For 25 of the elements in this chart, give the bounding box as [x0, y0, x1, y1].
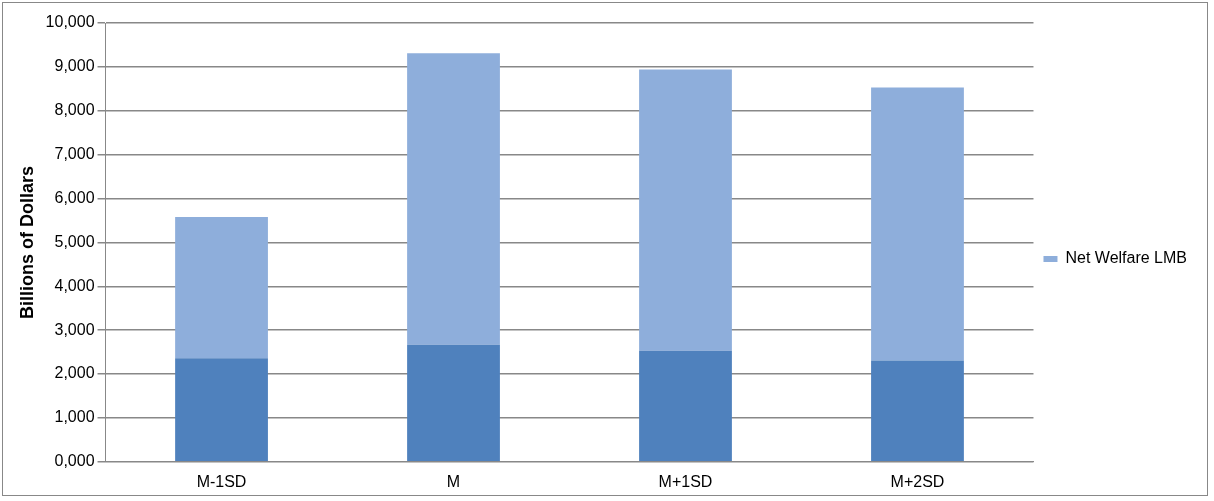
y-tick-label: 7,000	[54, 145, 95, 163]
y-axis-title: Billions of Dollars	[16, 165, 37, 319]
y-tick-label: 2,000	[54, 364, 95, 382]
legend-label: Net Welfare LMB	[1065, 249, 1188, 267]
y-tick-label: 0,000	[54, 452, 95, 470]
bar	[407, 344, 500, 462]
y-tick-label: 5,000	[54, 232, 95, 250]
bar	[407, 53, 500, 345]
y-tick-label: 10,000	[45, 13, 95, 31]
bar	[175, 358, 268, 462]
y-tick-label: 3,000	[54, 320, 95, 338]
y-tick-label: 6,000	[54, 188, 95, 206]
bar	[639, 350, 732, 462]
x-tick-label: M	[446, 472, 461, 490]
bar	[639, 69, 732, 351]
bar	[871, 87, 964, 361]
x-tick-label: M+2SD	[890, 472, 945, 490]
x-tick-label: M-1SD	[196, 472, 247, 490]
y-tick-label: 4,000	[54, 276, 95, 294]
y-tick-label: 1,000	[54, 408, 95, 426]
y-tick-label: 9,000	[54, 57, 95, 75]
bar	[175, 216, 268, 359]
x-tick-label: M+1SD	[658, 472, 713, 490]
y-tick-label: 8,000	[54, 101, 95, 119]
bar	[871, 360, 964, 462]
